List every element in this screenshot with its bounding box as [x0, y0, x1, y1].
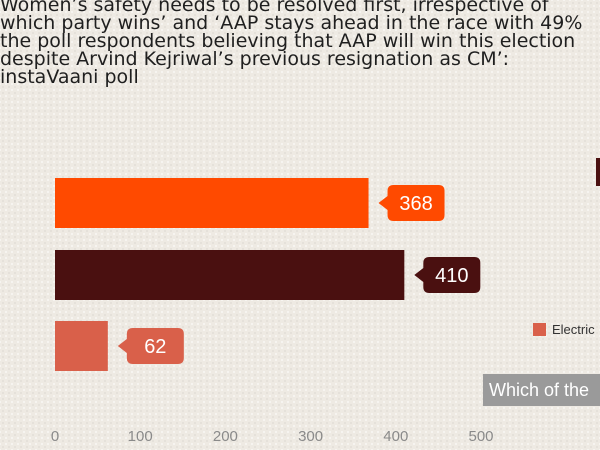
question-banner: Which of the [483, 374, 600, 406]
data-label: 368 [399, 193, 432, 215]
legend[interactable]: Electric [533, 322, 595, 337]
clipped-legend-marker [596, 158, 600, 186]
value-callout [378, 185, 445, 221]
value-callout [117, 328, 184, 364]
value-callout [414, 257, 481, 293]
headline-line-2: which party wins’ and ‘AAP stays ahead i… [0, 12, 583, 34]
data-label: 62 [144, 336, 166, 358]
x-tick-label: 300 [298, 428, 323, 445]
data-label: 410 [435, 265, 468, 287]
bar [55, 250, 405, 300]
headline-line-1: Women’s safety needs to be resolved firs… [0, 0, 549, 16]
x-tick-label: 100 [128, 428, 153, 445]
x-tick-label: 200 [213, 428, 238, 445]
legend-swatch-icon [533, 323, 546, 336]
headline-line-4: despite Arvind Kejriwal’s previous resig… [0, 48, 510, 70]
headline-line-3: the poll respondents believing that AAP … [0, 30, 576, 52]
bar [55, 178, 369, 228]
x-tick-label: 0 [51, 428, 59, 445]
x-tick-label: 400 [383, 428, 408, 445]
x-tick-label: 500 [468, 428, 493, 445]
headline-line-5: instaVaani poll [0, 66, 139, 88]
bar [55, 321, 108, 371]
legend-label: Electric [552, 322, 595, 337]
headline: Women’s safety needs to be resolved firs… [0, 0, 600, 88]
